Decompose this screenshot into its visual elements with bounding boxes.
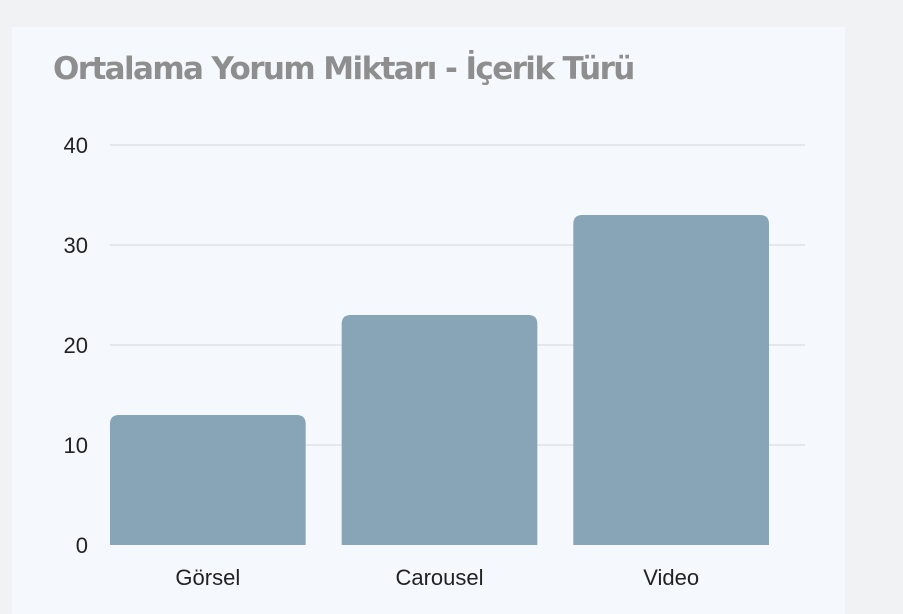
- bar-g-rsel: [110, 415, 306, 545]
- y-tick-label: 20: [64, 333, 88, 358]
- x-tick-label: Video: [643, 565, 699, 590]
- y-tick-label: 0: [76, 533, 88, 558]
- bar-video: [573, 215, 769, 545]
- y-tick-label: 40: [64, 133, 88, 158]
- x-tick-label: Görsel: [175, 565, 240, 590]
- bar-carousel: [341, 315, 538, 545]
- y-tick-label: 30: [64, 233, 88, 258]
- x-tick-label: Carousel: [395, 565, 483, 590]
- y-tick-label: 10: [64, 433, 88, 458]
- chart-title: Ortalama Yorum Miktarı - İçerik Türü: [53, 51, 635, 87]
